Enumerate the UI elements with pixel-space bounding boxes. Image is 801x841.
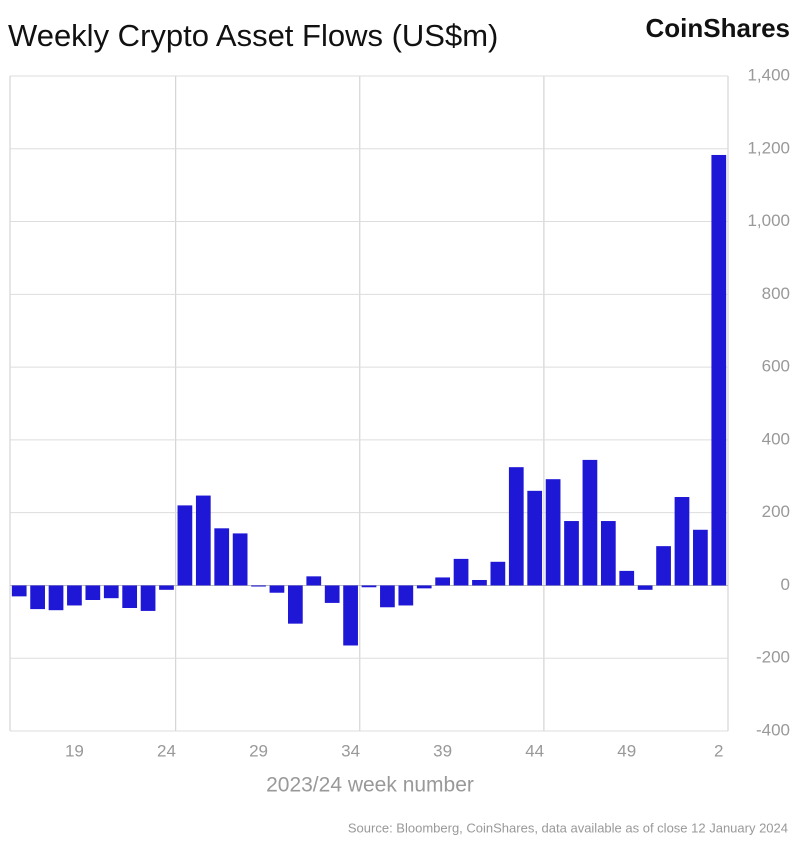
bar [306, 576, 322, 586]
bar [251, 585, 266, 587]
bar [582, 459, 598, 586]
source-note: Source: Bloomberg, CoinShares, data avai… [348, 820, 788, 835]
y-tick-label: 400 [762, 429, 790, 448]
chart-title: Weekly Crypto Asset Flows (US$m) [8, 18, 498, 53]
x-tick-label: 2 [714, 741, 723, 760]
x-tick-label: 34 [341, 741, 360, 760]
bar [398, 585, 414, 606]
bar [490, 561, 506, 586]
bar [711, 154, 727, 586]
bar [472, 579, 487, 586]
x-tick-label: 19 [65, 741, 84, 760]
bar [527, 490, 543, 586]
x-tick-label: 29 [249, 741, 268, 760]
bar [435, 577, 451, 586]
y-tick-label: 0 [781, 575, 790, 594]
y-tick-label: 800 [762, 284, 790, 303]
brand: CoinShares [646, 13, 791, 43]
bar [287, 585, 303, 624]
bar [619, 570, 635, 586]
bar [159, 585, 174, 590]
bar [656, 546, 671, 586]
bar [11, 585, 27, 597]
bar [269, 585, 285, 593]
bar [637, 585, 653, 590]
y-tick-label: 1,000 [747, 211, 790, 230]
bar [103, 585, 119, 599]
bar [508, 467, 524, 586]
bar [48, 585, 64, 611]
bar [693, 529, 708, 586]
y-tick-label: -200 [756, 648, 790, 667]
bar [85, 585, 101, 600]
bar [380, 585, 395, 608]
bar [361, 585, 377, 588]
y-tick-label: 1,200 [747, 138, 790, 157]
y-tick-label: 1,400 [747, 65, 790, 84]
bar [232, 533, 248, 586]
bar [343, 585, 358, 646]
x-tick-label: 39 [433, 741, 452, 760]
bar [674, 497, 690, 586]
bar [564, 521, 579, 586]
bar [324, 585, 340, 603]
bar [177, 505, 193, 586]
bar [67, 585, 82, 606]
x-tick-label: 24 [157, 741, 176, 760]
y-tick-label: -400 [756, 720, 790, 739]
bar [453, 558, 469, 586]
bar [214, 528, 230, 586]
bar [600, 521, 616, 586]
x-tick-label: 44 [525, 741, 544, 760]
bar [30, 585, 45, 610]
bar [545, 479, 561, 586]
x-axis-title: 2023/24 week number [266, 774, 474, 797]
bar [416, 585, 432, 589]
bar [122, 585, 138, 609]
x-tick-label: 49 [617, 741, 636, 760]
bar [195, 495, 211, 586]
y-tick-label: 200 [762, 502, 790, 521]
bar [140, 585, 156, 611]
y-tick-label: 600 [762, 357, 790, 376]
